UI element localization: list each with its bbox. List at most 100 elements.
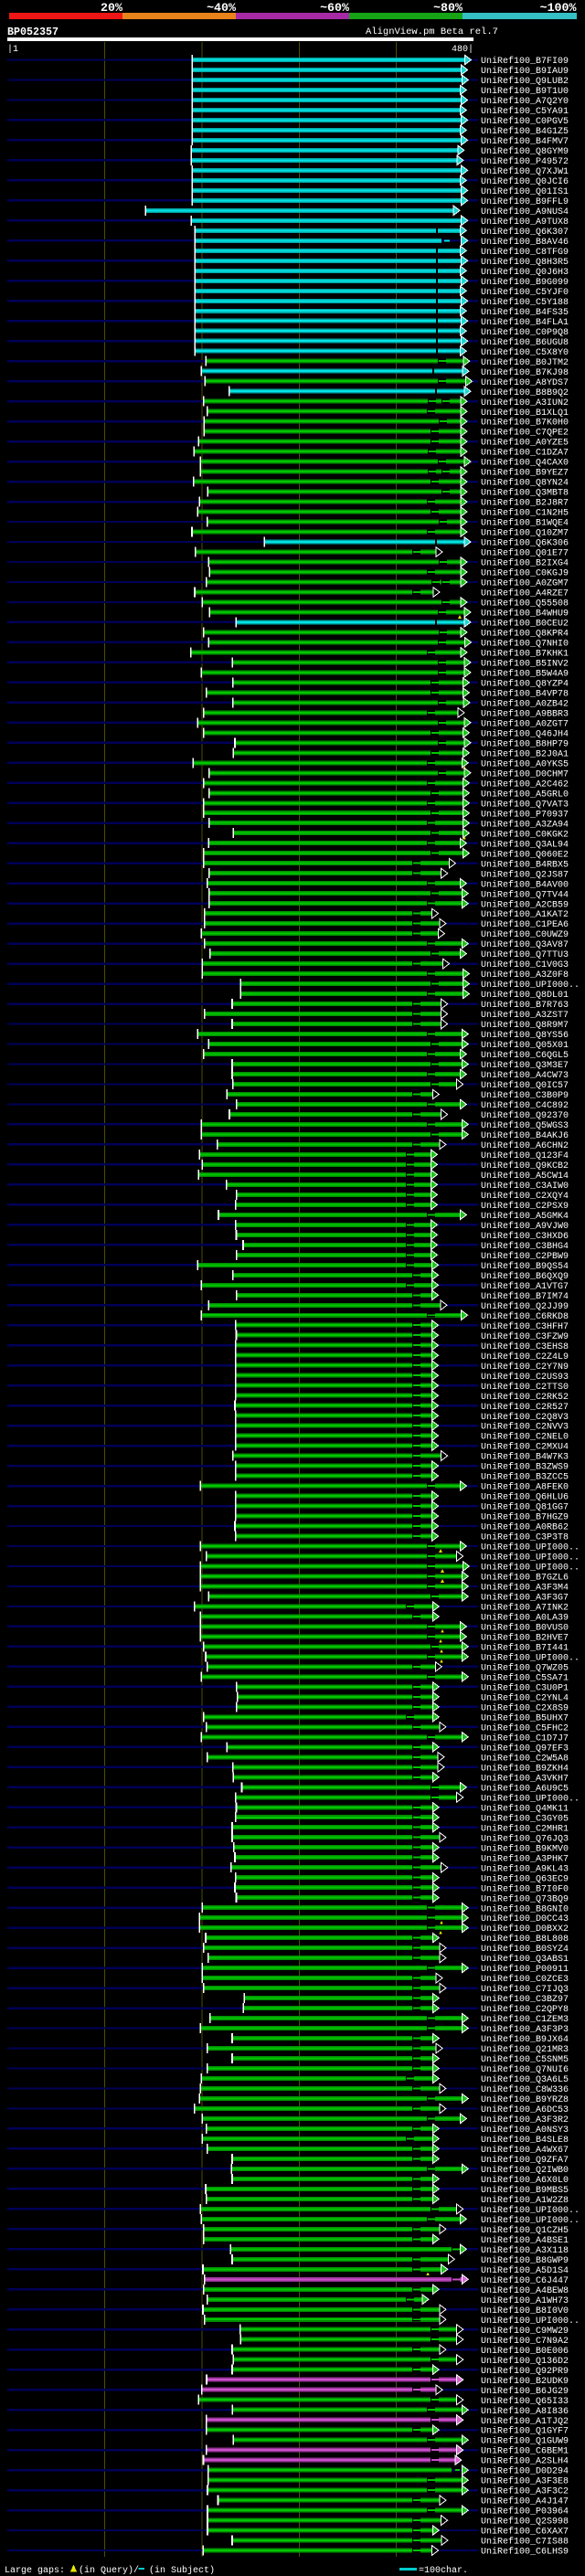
svg-text:UniRef100_B7KHK1: UniRef100_B7KHK1	[481, 649, 569, 660]
svg-text:UniRef100_Q8R9M7: UniRef100_Q8R9M7	[481, 1020, 569, 1031]
svg-text:UniRef100_C1D7J7: UniRef100_C1D7J7	[481, 1733, 569, 1744]
svg-text:UniRef100_C0UWZ9: UniRef100_C0UWZ9	[481, 929, 569, 940]
svg-text:UniRef100_A1VTG7: UniRef100_A1VTG7	[481, 1281, 569, 1292]
svg-text:UniRef100_C5FHC2: UniRef100_C5FHC2	[481, 1723, 569, 1733]
svg-text:UniRef100_C8W336: UniRef100_C8W336	[481, 2084, 569, 2095]
svg-text:UniRef100_C0KGJ9: UniRef100_C0KGJ9	[481, 568, 569, 579]
svg-text:UniRef100_A0ZGM7: UniRef100_A0ZGM7	[481, 578, 569, 589]
svg-text:UniRef100_C7IJQ3: UniRef100_C7IJQ3	[481, 1984, 569, 1995]
svg-text:UniRef100_A3PHK7: UniRef100_A3PHK7	[481, 1853, 569, 1864]
svg-text:Large gaps:: Large gaps:	[5, 2566, 65, 2576]
svg-text:UniRef100_A3F3G7: UniRef100_A3F3G7	[481, 1593, 569, 1604]
svg-text:UniRef100_C1ZEM3: UniRef100_C1ZEM3	[481, 2014, 569, 2025]
svg-text:UniRef100_Q73BQ9: UniRef100_Q73BQ9	[481, 1893, 569, 1904]
svg-text:UniRef100_C9MW29: UniRef100_C9MW29	[481, 2326, 569, 2337]
svg-text:UniRef100_C5Y188: UniRef100_C5Y188	[481, 297, 569, 308]
svg-text:UniRef100_UPI000..: UniRef100_UPI000..	[481, 2316, 580, 2327]
svg-text:UniRef100_C2MXU4: UniRef100_C2MXU4	[481, 1442, 569, 1453]
svg-text:UniRef100_C2RK52: UniRef100_C2RK52	[481, 1392, 569, 1403]
svg-text:UniRef100_C3BZ97: UniRef100_C3BZ97	[481, 1994, 569, 2005]
svg-text:UniRef100_B7R763: UniRef100_B7R763	[481, 1000, 569, 1011]
svg-text:UniRef100_B2UDK9: UniRef100_B2UDK9	[481, 2376, 569, 2387]
svg-text:UniRef100_B9JX64: UniRef100_B9JX64	[481, 2034, 569, 2045]
svg-text:UniRef100_Q7TV44: UniRef100_Q7TV44	[481, 889, 569, 900]
svg-text:UniRef100_Q8DL01: UniRef100_Q8DL01	[481, 990, 569, 1001]
svg-text:UniRef100_Q7WZ05: UniRef100_Q7WZ05	[481, 1663, 569, 1674]
svg-text:UniRef100_Q0JCI6: UniRef100_Q0JCI6	[481, 176, 569, 187]
svg-text:UniRef100_Q3MBT8: UniRef100_Q3MBT8	[481, 488, 569, 499]
svg-text:UniRef100_P49572: UniRef100_P49572	[481, 156, 569, 167]
svg-text:UniRef100_Q123F4: UniRef100_Q123F4	[481, 1150, 569, 1161]
svg-text:UniRef100_Q97EF3: UniRef100_Q97EF3	[481, 1743, 569, 1754]
svg-text:UniRef100_A5GRL0: UniRef100_A5GRL0	[481, 789, 569, 800]
svg-text:UniRef100_C2X8S9: UniRef100_C2X8S9	[481, 1703, 569, 1714]
svg-text:UniRef100_A1KAT2: UniRef100_A1KAT2	[481, 909, 569, 920]
svg-text:UniRef100_A0ZGT7: UniRef100_A0ZGT7	[481, 718, 569, 729]
svg-text:UniRef100_Q1CZH5: UniRef100_Q1CZH5	[481, 2225, 569, 2236]
svg-text:UniRef100_B8I0V0: UniRef100_B8I0V0	[481, 2306, 569, 2316]
svg-text:UniRef100_B0JTM2: UniRef100_B0JTM2	[481, 357, 569, 368]
svg-text:UniRef100_A4RZE7: UniRef100_A4RZE7	[481, 588, 569, 599]
svg-text:UniRef100_Q8GYM9: UniRef100_Q8GYM9	[481, 146, 569, 157]
svg-text:UniRef100_A7Q2Y0: UniRef100_A7Q2Y0	[481, 96, 569, 107]
svg-text:UniRef100_C5X8Y0: UniRef100_C5X8Y0	[481, 347, 569, 358]
svg-text:UniRef100_UPI000..: UniRef100_UPI000..	[481, 2215, 580, 2226]
svg-text:BP052357: BP052357	[7, 26, 58, 38]
svg-text:UniRef100_Q8H3R5: UniRef100_Q8H3R5	[481, 257, 569, 268]
svg-text:UniRef100_A6DC53: UniRef100_A6DC53	[481, 2104, 569, 2115]
svg-text:UniRef100_A1W2Z8: UniRef100_A1W2Z8	[481, 2195, 569, 2206]
svg-text:UniRef100_B4FLA1: UniRef100_B4FLA1	[481, 317, 569, 328]
svg-text:UniRef100_C1PEA6: UniRef100_C1PEA6	[481, 919, 569, 930]
svg-text:UniRef100_B4SLE8: UniRef100_B4SLE8	[481, 2135, 569, 2146]
svg-text:UniRef100_B7I0F0: UniRef100_B7I0F0	[481, 1883, 569, 1894]
svg-text:UniRef100_UPI000..: UniRef100_UPI000..	[481, 1793, 580, 1804]
svg-text:UniRef100_A8YDS7: UniRef100_A8YDS7	[481, 377, 569, 388]
svg-text:UniRef100_UPI000..: UniRef100_UPI000..	[481, 2205, 580, 2216]
svg-text:UniRef100_Q01E77: UniRef100_Q01E77	[481, 548, 569, 559]
svg-text:UniRef100_Q0IC57: UniRef100_Q0IC57	[481, 1080, 569, 1091]
svg-text:UniRef100_Q10ZM7: UniRef100_Q10ZM7	[481, 528, 569, 539]
svg-text:UniRef100_B2J8R7: UniRef100_B2J8R7	[481, 498, 569, 509]
svg-text:UniRef100_C0KGK2: UniRef100_C0KGK2	[481, 829, 569, 840]
svg-text:UniRef100_B6UGU8: UniRef100_B6UGU8	[481, 337, 569, 348]
svg-text:UniRef100_C8TFG9: UniRef100_C8TFG9	[481, 247, 569, 258]
svg-text:UniRef100_Q2JS87: UniRef100_Q2JS87	[481, 869, 569, 880]
svg-text:UniRef100_Q8KPR4: UniRef100_Q8KPR4	[481, 629, 569, 640]
svg-text:UniRef100_Q5WGS3: UniRef100_Q5WGS3	[481, 1120, 569, 1131]
svg-text:UniRef100_A6X0L0: UniRef100_A6X0L0	[481, 2175, 569, 2186]
svg-text:UniRef100_A3X118: UniRef100_A3X118	[481, 2245, 569, 2256]
svg-text:UniRef100_B0E006: UniRef100_B0E006	[481, 2346, 569, 2357]
svg-text:UniRef100_D0D294: UniRef100_D0D294	[481, 2466, 569, 2477]
svg-text:UniRef100_B5UHX7: UniRef100_B5UHX7	[481, 1713, 569, 1724]
svg-text:UniRef100_B1XLQ1: UniRef100_B1XLQ1	[481, 408, 569, 419]
svg-text:UniRef100_C5SA71: UniRef100_C5SA71	[481, 1673, 569, 1684]
svg-text:UniRef100_Q3ABS1: UniRef100_Q3ABS1	[481, 1954, 569, 1965]
svg-text:UniRef100_B8L808: UniRef100_B8L808	[481, 1934, 569, 1945]
svg-text:UniRef100_A9KL43: UniRef100_A9KL43	[481, 1863, 569, 1874]
svg-text:UniRef100_B4AKJ6: UniRef100_B4AKJ6	[481, 1130, 569, 1141]
svg-text:UniRef100_A4BSE1: UniRef100_A4BSE1	[481, 2235, 569, 2246]
svg-text:UniRef100_A4CW73: UniRef100_A4CW73	[481, 1070, 569, 1081]
svg-text:=100char.: =100char.	[419, 2565, 468, 2576]
svg-text:UniRef100_C1N2H5: UniRef100_C1N2H5	[481, 508, 569, 519]
svg-text:UniRef100_C3EHS8: UniRef100_C3EHS8	[481, 1341, 569, 1352]
svg-text:UniRef100_Q060E2: UniRef100_Q060E2	[481, 849, 569, 860]
svg-text:UniRef100_B5INV2: UniRef100_B5INV2	[481, 659, 569, 670]
svg-text:UniRef100_UPI000..: UniRef100_UPI000..	[481, 1563, 580, 1574]
svg-text:UniRef100_C6QGL5: UniRef100_C6QGL5	[481, 1050, 569, 1061]
svg-text:~100%: ~100%	[540, 1, 577, 15]
svg-text:UniRef100_C2Y7N9: UniRef100_C2Y7N9	[481, 1362, 569, 1373]
svg-text:UniRef100_A3F3C2: UniRef100_A3F3C2	[481, 2486, 569, 2497]
svg-text:UniRef100_C7QPE2: UniRef100_C7QPE2	[481, 428, 569, 439]
svg-text:UniRef100_P03964: UniRef100_P03964	[481, 2507, 569, 2518]
svg-text:UniRef100_UPI000..: UniRef100_UPI000..	[481, 1553, 580, 1564]
svg-text:UniRef100_A5CW14: UniRef100_A5CW14	[481, 1171, 569, 1182]
svg-text:UniRef100_Q1GUW9: UniRef100_Q1GUW9	[481, 2436, 569, 2447]
svg-text:UniRef100_A5D1S4: UniRef100_A5D1S4	[481, 2265, 569, 2276]
svg-text:UniRef100_B9IAU9: UniRef100_B9IAU9	[481, 66, 569, 77]
svg-text:UniRef100_C6XAX7: UniRef100_C6XAX7	[481, 2527, 569, 2538]
svg-text:UniRef100_Q4MK11: UniRef100_Q4MK11	[481, 1803, 569, 1814]
svg-text:UniRef100_Q7TTU3: UniRef100_Q7TTU3	[481, 949, 569, 960]
svg-text:UniRef100_B4AV00: UniRef100_B4AV00	[481, 879, 569, 890]
svg-text:480|: 480|	[452, 44, 473, 55]
